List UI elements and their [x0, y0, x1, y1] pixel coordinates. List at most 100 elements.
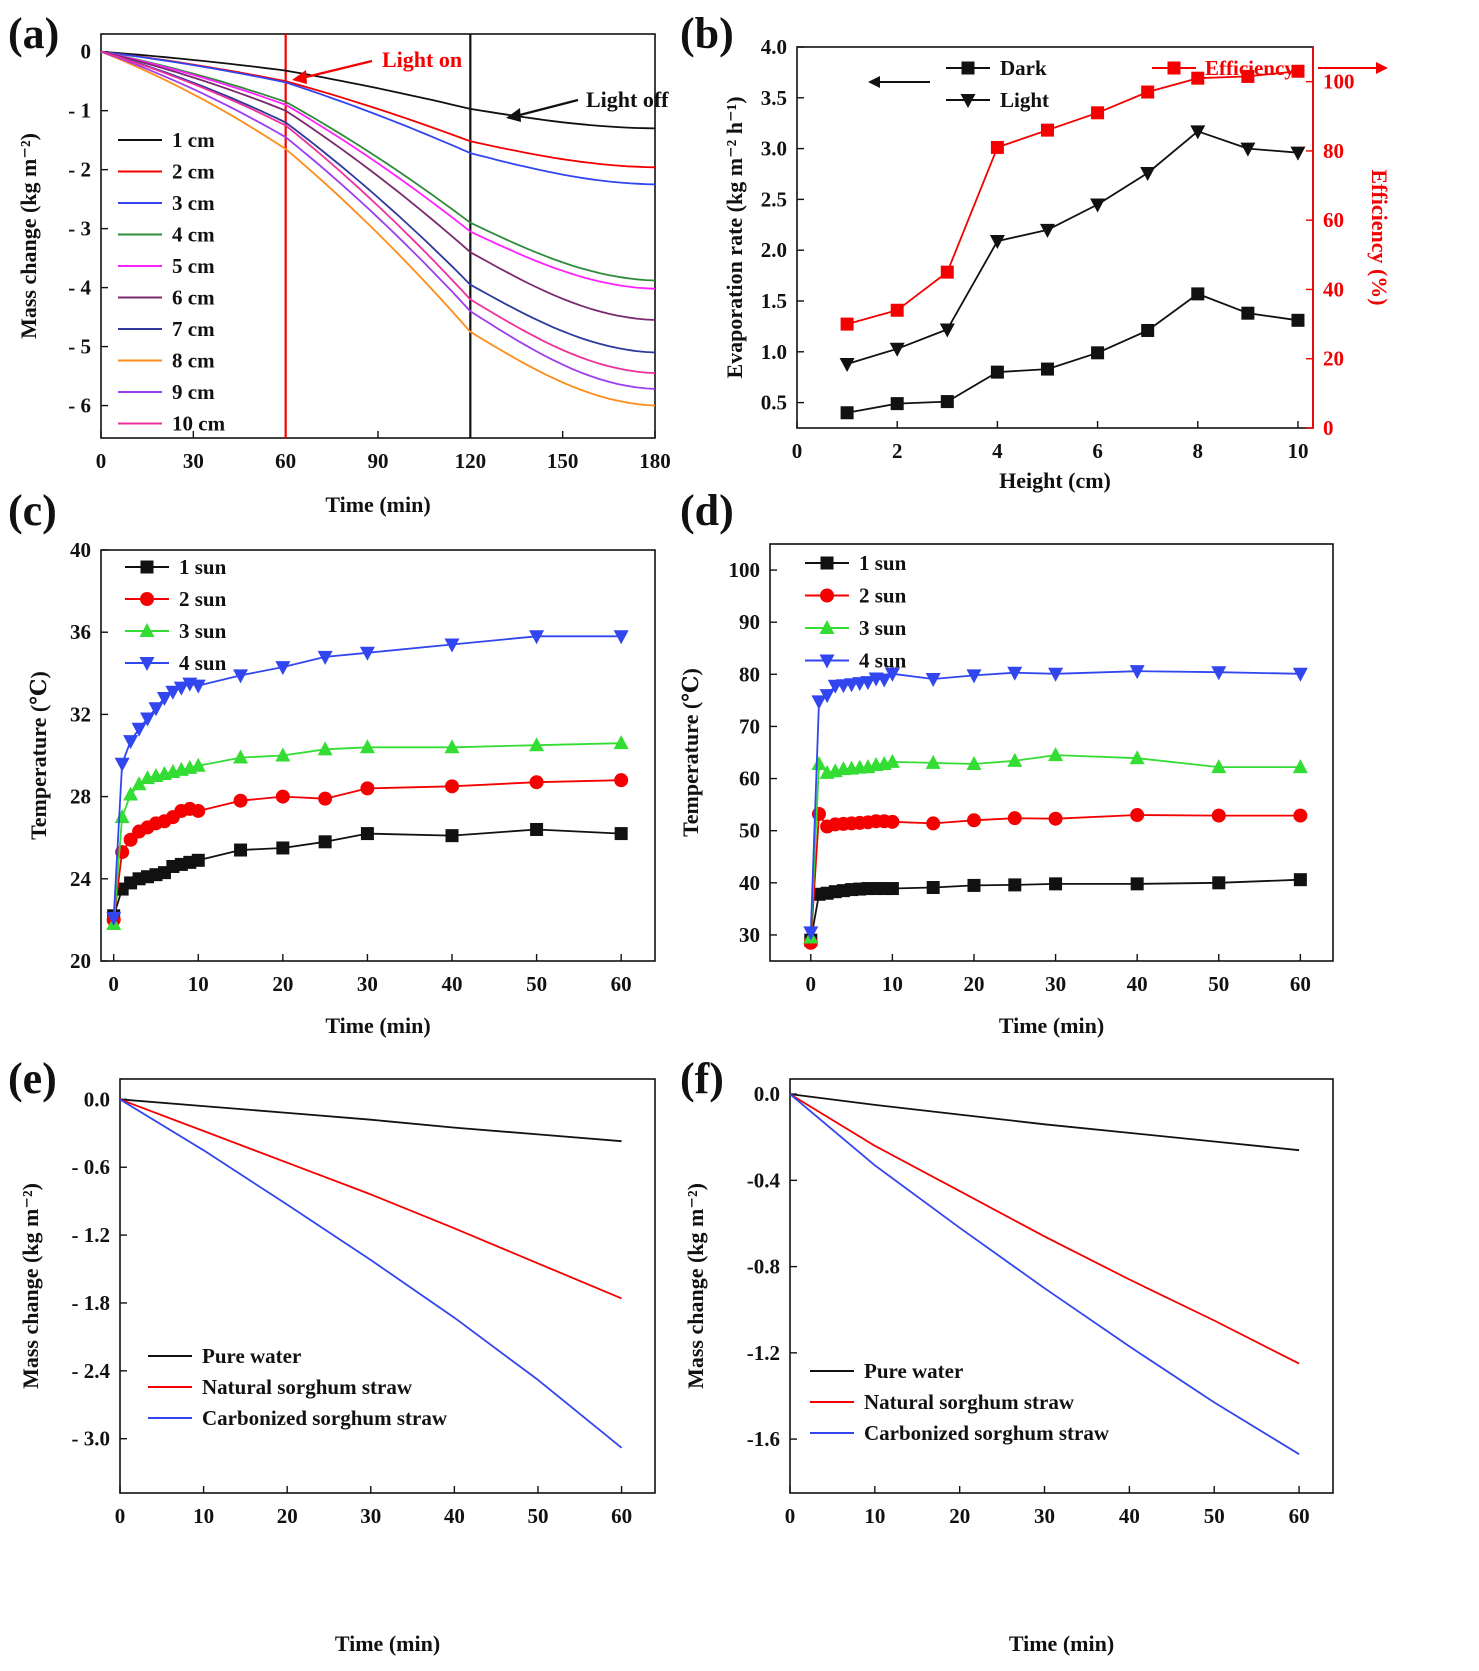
legend-marker	[139, 657, 155, 671]
y-tick-label: 3.0	[761, 137, 787, 161]
series-line-1	[119, 1098, 622, 1143]
y2-axis-title: Efficiency (%)	[1367, 169, 1392, 305]
legend-marker	[819, 654, 835, 669]
series-line-3	[809, 754, 1301, 938]
x-tick-label: 40	[1127, 972, 1148, 996]
data-point	[1007, 666, 1023, 681]
panel-label: (a)	[8, 9, 59, 58]
x-tick-label: 10	[188, 972, 209, 996]
x-tick-label: 0	[108, 972, 119, 996]
data-point	[359, 739, 375, 754]
y-tick-label: 2.5	[761, 187, 787, 211]
data-point	[529, 630, 545, 645]
y-tick-label: -0.8	[747, 1255, 780, 1279]
panel-f: (f) 0 10 20 30 40 50 60 0.0 -0.4 -0.8 -1.2 -1.6 Time …	[680, 1054, 1334, 1656]
y-axis-title: Temperature (℃)	[26, 671, 51, 840]
x-tick-label: 60	[1290, 972, 1311, 996]
data-point	[445, 829, 459, 843]
series-line-10	[100, 50, 656, 374]
data-point	[317, 650, 333, 665]
data-point	[318, 835, 332, 849]
x-tick-label: 0	[806, 972, 817, 996]
x-tick-label: 60	[611, 972, 632, 996]
data-point	[966, 669, 982, 684]
x-tick-label: 50	[1208, 972, 1229, 996]
data-point	[1290, 146, 1306, 161]
plot-frame	[119, 1078, 656, 1494]
data-point	[940, 395, 954, 409]
data-point	[1048, 811, 1063, 826]
x-tick-label: 50	[526, 972, 547, 996]
y-tick-label: 1.0	[761, 340, 787, 364]
data-point	[114, 757, 130, 772]
y-tick-label: -1.6	[747, 1427, 780, 1451]
data-point	[233, 669, 249, 684]
series-line-6	[100, 50, 656, 321]
data-point	[925, 754, 941, 769]
data-point	[1292, 759, 1308, 774]
legend-marker	[140, 560, 154, 574]
data-point	[1211, 759, 1227, 774]
y-tick-label: - 5	[68, 335, 91, 359]
series-line-2	[119, 1098, 622, 1300]
series-line-4	[100, 50, 656, 282]
x-tick-label: 60	[611, 1504, 632, 1528]
panel-b-legend: Dark Light Efficiency	[868, 56, 1388, 112]
legend-label: 6 cm	[172, 286, 215, 310]
light-on-arrow	[297, 59, 373, 81]
data-point	[884, 753, 900, 768]
series-line-5	[100, 50, 656, 290]
legend-label: 7 cm	[172, 317, 215, 341]
y-tick-label: 100	[729, 558, 761, 582]
y-tick-label: - 1.8	[72, 1291, 111, 1315]
x-tick-label: 40	[442, 972, 463, 996]
y-axis-title: Mass change (kg m⁻²)	[683, 1183, 708, 1389]
x-tick-label: 10	[193, 1504, 214, 1528]
panel-a: (a) 0 30 60 90 120 150 180 0 - 1 - 2 - 3 - 4 - 5 - 6 Ti…	[8, 9, 671, 517]
legend-label: 4 sun	[859, 649, 907, 673]
plot-frame	[789, 1078, 1334, 1494]
y-tick-label: 0	[81, 40, 92, 64]
data-point	[613, 735, 629, 750]
data-point	[234, 843, 248, 857]
data-point	[444, 739, 460, 754]
series-line-2	[846, 130, 1299, 365]
series-line-3	[100, 50, 656, 186]
legend-marker	[139, 623, 155, 637]
series-line-8	[100, 50, 656, 407]
x-tick-label: 120	[455, 449, 487, 473]
y-tick-label: - 1	[68, 99, 91, 123]
x-axis-title: Time (min)	[1009, 1631, 1114, 1656]
y2-tick-label: 100	[1323, 70, 1355, 94]
y-tick-label: - 2	[68, 158, 91, 182]
y-tick-label: -1.2	[747, 1341, 780, 1365]
data-point	[1007, 811, 1022, 826]
x-tick-label: 4	[992, 439, 1003, 463]
x-tick-label: 10	[882, 972, 903, 996]
data-point	[1140, 166, 1156, 181]
x-tick-label: 30	[1045, 972, 1066, 996]
y-tick-label: 36	[70, 620, 91, 644]
legend-label: 4 cm	[172, 223, 215, 247]
data-point	[359, 646, 375, 661]
x-tick-label: 0	[96, 449, 107, 473]
data-point	[1090, 198, 1106, 213]
x-tick-label: 0	[115, 1504, 126, 1528]
data-point	[148, 702, 164, 717]
legend-marker	[820, 588, 834, 603]
panel-label: (c)	[8, 486, 57, 535]
legend-label: 4 sun	[179, 651, 227, 675]
data-point	[613, 630, 629, 645]
right-axis-arrowhead	[1376, 62, 1388, 74]
data-point	[140, 712, 156, 727]
x-tick-label: 20	[277, 1504, 298, 1528]
light-off-arrowhead	[506, 108, 521, 122]
data-point	[1048, 747, 1064, 762]
legend-label: 3 cm	[172, 191, 215, 215]
data-point	[173, 681, 189, 696]
plot-frame	[769, 543, 1334, 962]
y-tick-label: - 2.4	[72, 1359, 111, 1383]
legend-label: Light	[1000, 88, 1049, 112]
y-tick-label: - 6	[68, 394, 91, 418]
data-point	[106, 911, 122, 926]
